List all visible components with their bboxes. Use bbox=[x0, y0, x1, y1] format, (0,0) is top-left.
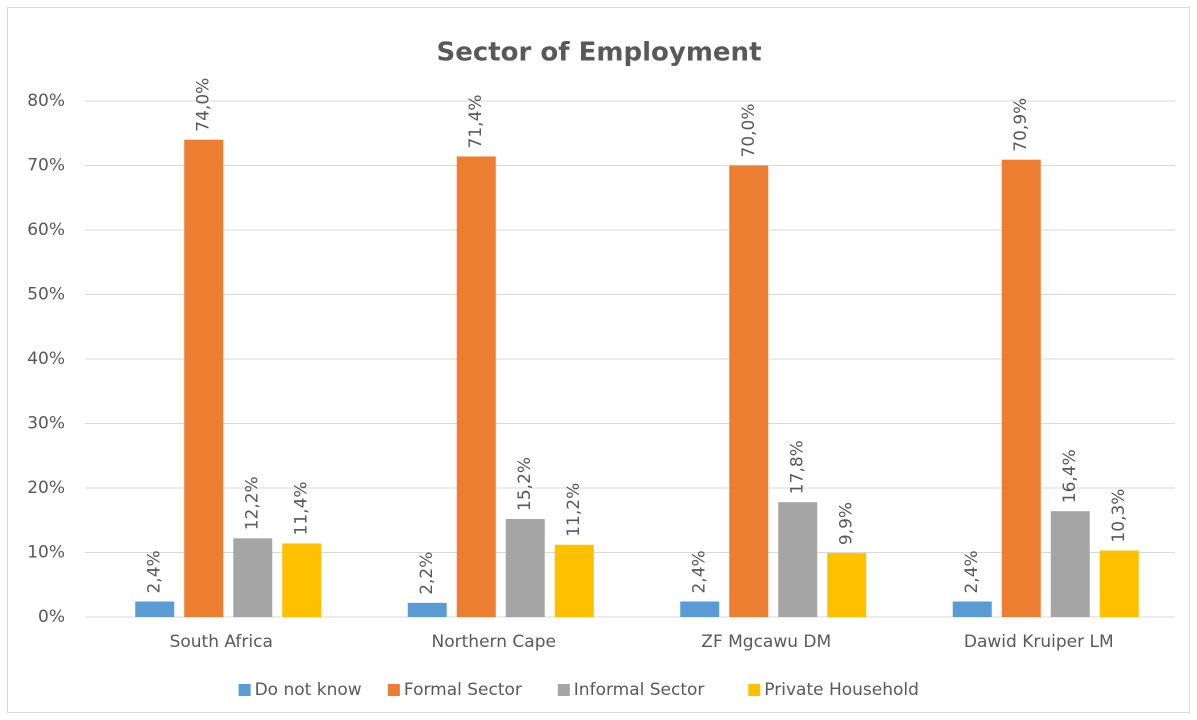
y-tick-label: 10% bbox=[27, 543, 65, 563]
data-label: 2,4% bbox=[962, 550, 982, 593]
data-label: 12,2% bbox=[243, 476, 263, 530]
y-tick-label: 0% bbox=[38, 607, 65, 627]
data-label: 70,0% bbox=[739, 103, 759, 157]
bar bbox=[233, 538, 273, 617]
data-label: 11,4% bbox=[292, 481, 312, 535]
bar bbox=[952, 601, 992, 617]
data-label: 17,8% bbox=[788, 440, 808, 494]
y-tick-label: 40% bbox=[27, 349, 65, 369]
bar bbox=[827, 553, 867, 617]
x-tick-label: ZF Mgcawu DM bbox=[701, 632, 831, 652]
y-tick-label: 70% bbox=[27, 156, 65, 176]
legend-label: Private Household bbox=[764, 680, 919, 700]
legend-swatch bbox=[238, 684, 251, 696]
bar bbox=[407, 602, 447, 617]
bar bbox=[778, 502, 818, 617]
data-label: 71,4% bbox=[466, 94, 486, 148]
data-label: 16,4% bbox=[1060, 449, 1080, 503]
x-tick-label: Dawid Kruiper LM bbox=[964, 632, 1114, 652]
data-label: 11,2% bbox=[564, 483, 584, 537]
data-label: 70,9% bbox=[1011, 98, 1031, 152]
data-label: 9,9% bbox=[837, 502, 857, 545]
y-tick-label: 50% bbox=[27, 285, 65, 305]
data-label: 74,0% bbox=[194, 78, 214, 132]
data-label: 10,3% bbox=[1109, 489, 1129, 543]
y-tick-label: 30% bbox=[27, 414, 65, 434]
data-label: 2,4% bbox=[145, 550, 165, 593]
chart-title: Sector of Employment bbox=[436, 38, 761, 68]
bar bbox=[184, 139, 224, 617]
bar bbox=[282, 543, 322, 617]
legend-label: Formal Sector bbox=[404, 680, 522, 700]
bar bbox=[729, 165, 769, 617]
bar bbox=[456, 156, 496, 617]
data-label: 2,2% bbox=[417, 552, 437, 595]
bar bbox=[554, 544, 594, 617]
legend-label: Do not know bbox=[255, 680, 362, 700]
data-label: 2,4% bbox=[690, 550, 710, 593]
legend-swatch bbox=[387, 684, 400, 696]
data-label: 15,2% bbox=[515, 457, 535, 511]
bar bbox=[505, 518, 545, 617]
bar bbox=[680, 601, 720, 617]
y-tick-label: 20% bbox=[27, 478, 65, 498]
bar bbox=[1001, 159, 1041, 617]
bar bbox=[1050, 511, 1090, 617]
legend-label: Informal Sector bbox=[574, 680, 705, 700]
bar bbox=[1099, 550, 1139, 617]
x-tick-label: South Africa bbox=[170, 632, 273, 652]
legend-swatch bbox=[557, 684, 570, 696]
bar bbox=[135, 601, 175, 617]
x-tick-label: Northern Cape bbox=[432, 632, 556, 652]
y-tick-label: 80% bbox=[27, 91, 65, 111]
legend-swatch bbox=[748, 684, 761, 696]
y-tick-label: 60% bbox=[27, 220, 65, 240]
